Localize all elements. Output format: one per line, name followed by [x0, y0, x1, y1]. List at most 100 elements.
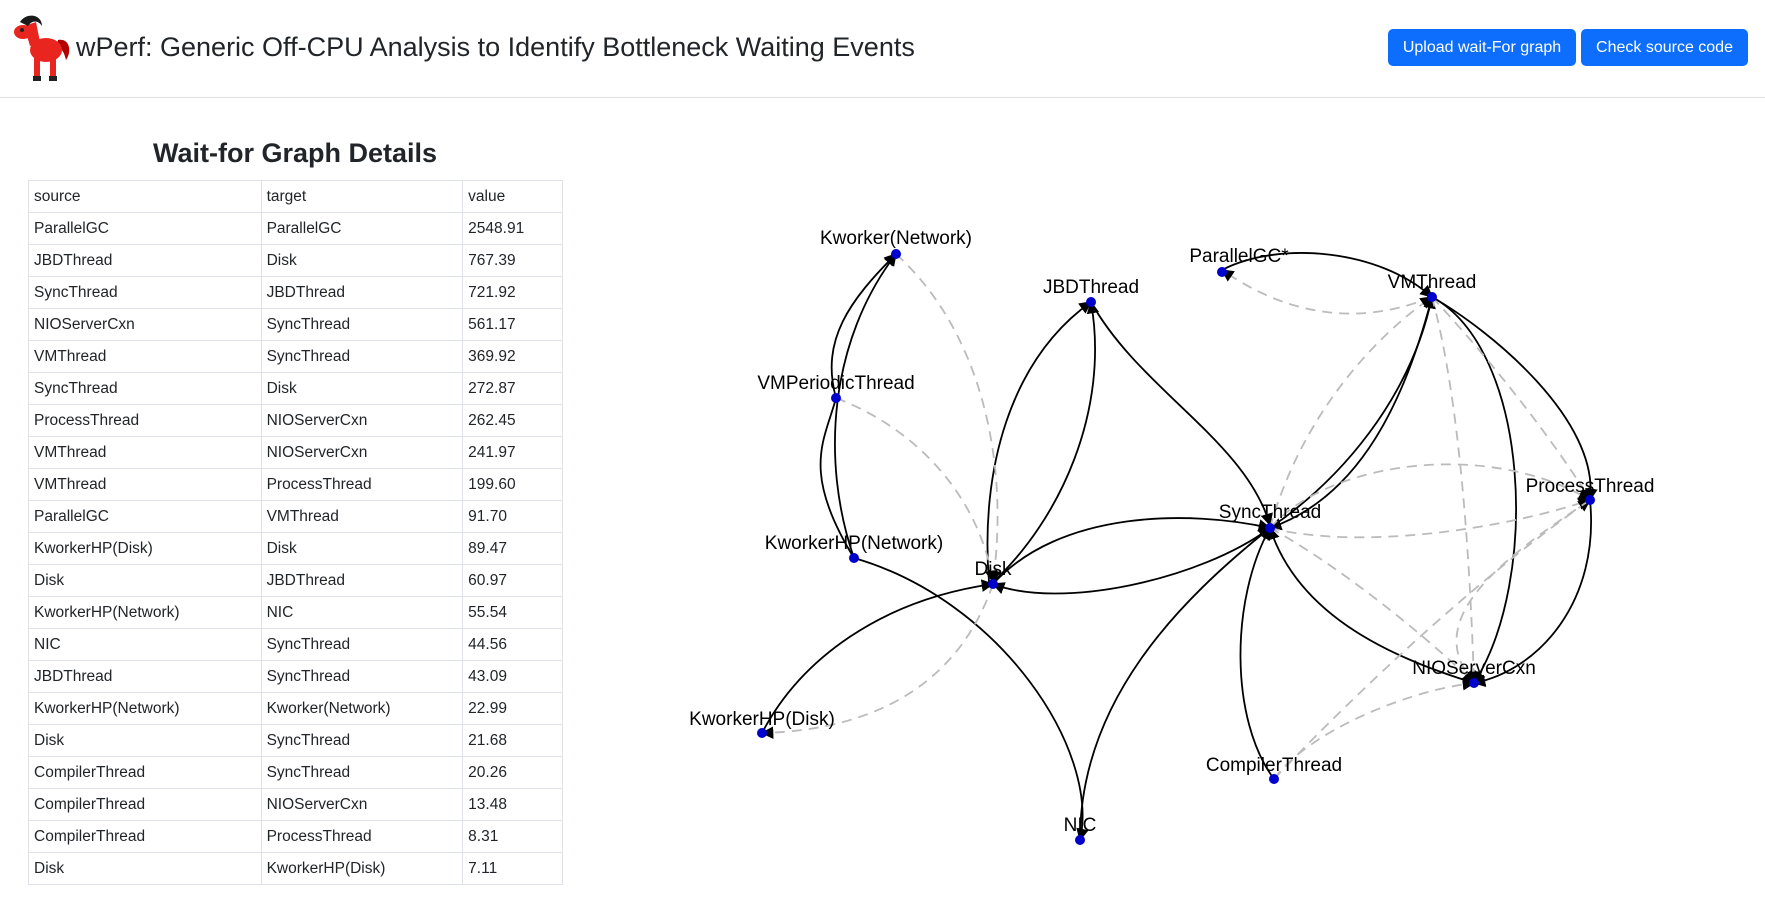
graph-node-label: KworkerHP(Disk) [689, 709, 835, 730]
graph-node[interactable] [1585, 495, 1595, 505]
graph-node[interactable] [1265, 523, 1275, 533]
value-cell: 89.47 [462, 532, 563, 565]
graph-node[interactable] [831, 393, 841, 403]
graph-edge [1221, 252, 1433, 298]
graph-node[interactable] [891, 249, 901, 259]
graph-node[interactable] [757, 728, 767, 738]
app-title: wPerf: Generic Off-CPU Analysis to Ident… [76, 32, 915, 62]
column-header: source [28, 180, 262, 213]
graph-edge-dashed [1431, 296, 1591, 502]
table-row: NIC SyncThread 44.56 [28, 628, 563, 661]
graph-edge-dashed [1431, 296, 1480, 685]
source-cell: CompilerThread [28, 820, 262, 853]
table-row: NIOServerCxn SyncThread 561.17 [28, 308, 563, 341]
graph-node-label: NIOServerCxn [1412, 658, 1536, 679]
navbar: wPerf: Generic Off-CPU Analysis to Ident… [0, 0, 1765, 98]
value-cell: 21.68 [462, 724, 563, 757]
graph-edge [761, 579, 995, 734]
source-cell: Disk [28, 564, 262, 597]
table-row: VMThread SyncThread 369.92 [28, 340, 563, 373]
target-cell: NIC [260, 596, 464, 629]
value-cell: 199.60 [462, 468, 563, 501]
graph-node-label: KworkerHP(Network) [765, 533, 943, 554]
table-row: Disk JBDThread 60.97 [28, 564, 563, 597]
table-row: VMThread ProcessThread 199.60 [28, 468, 563, 501]
graph-node[interactable] [1086, 297, 1096, 307]
source-cell: ParallelGC [28, 212, 262, 245]
column-header: target [260, 180, 464, 213]
graph-node[interactable] [1217, 267, 1227, 277]
value-cell: 561.17 [462, 308, 563, 341]
value-cell: 241.97 [462, 436, 563, 469]
table-row: SyncThread Disk 272.87 [28, 372, 563, 405]
graph-node-label: JBDThread [1043, 277, 1139, 298]
check-source-code-button[interactable]: Check source code [1581, 29, 1748, 66]
source-cell: CompilerThread [28, 756, 262, 789]
value-cell: 22.99 [462, 692, 563, 725]
graph-edge [992, 300, 1100, 583]
target-cell: SyncThread [260, 756, 464, 789]
target-cell: SyncThread [260, 340, 464, 373]
graph-edge-dashed [1269, 527, 1475, 684]
graph-edge [1268, 296, 1433, 531]
target-cell: ProcessThread [260, 820, 464, 853]
source-cell: SyncThread [28, 276, 262, 309]
graph-node-label: ParallelGC* [1189, 246, 1289, 267]
source-cell: KworkerHP(Disk) [28, 532, 262, 565]
graph-edge [986, 301, 1093, 583]
source-cell: ProcessThread [28, 404, 262, 437]
source-cell: NIOServerCxn [28, 308, 262, 341]
value-cell: 43.09 [462, 660, 563, 693]
graph-edge [992, 517, 1272, 585]
target-cell: NIOServerCxn [260, 436, 464, 469]
graph-edge-dashed [835, 397, 998, 584]
table-row: ParallelGC VMThread 91.70 [28, 500, 563, 533]
graph-node-label: SyncThread [1219, 502, 1321, 523]
target-cell: Disk [260, 244, 464, 277]
target-cell: ProcessThread [260, 468, 464, 501]
source-cell: Disk [28, 852, 262, 885]
target-cell: JBDThread [260, 564, 464, 597]
graph-edge [830, 253, 897, 399]
target-cell: SyncThread [260, 724, 464, 757]
target-cell: NIOServerCxn [260, 788, 464, 821]
source-cell: VMThread [28, 340, 262, 373]
graph-edge-dashed [1269, 497, 1592, 539]
source-cell: VMThread [28, 468, 262, 501]
table-row: JBDThread SyncThread 43.09 [28, 660, 563, 693]
value-cell: 767.39 [462, 244, 563, 277]
table-row: Disk KworkerHP(Disk) 7.11 [28, 852, 563, 885]
graph-node[interactable] [1469, 678, 1479, 688]
table-row: CompilerThread ProcessThread 8.31 [28, 820, 563, 853]
target-cell: SyncThread [260, 308, 464, 341]
target-cell: Disk [260, 372, 464, 405]
pony-logo-icon [14, 15, 70, 81]
graph-node[interactable] [1075, 835, 1085, 845]
value-cell: 91.70 [462, 500, 563, 533]
graph-edge-dashed [1220, 269, 1433, 315]
graph-edge [991, 527, 1271, 595]
graph-node-label: VMThread [1388, 272, 1477, 293]
upload-wait-for-graph-button[interactable]: Upload wait-For graph [1388, 29, 1576, 66]
value-cell: 2548.91 [462, 212, 563, 245]
graph-node[interactable] [988, 579, 998, 589]
source-cell: Disk [28, 724, 262, 757]
graph-edge-dashed [1273, 499, 1592, 780]
graph-edge [819, 397, 855, 559]
graph-edge-dashed [1269, 296, 1434, 529]
graph-node-label: CompilerThread [1206, 755, 1342, 776]
graph-node-label: Disk [975, 559, 1012, 580]
table-header-row: source target value [28, 180, 563, 213]
graph-node[interactable] [849, 553, 859, 563]
value-cell: 20.26 [462, 756, 563, 789]
source-cell: KworkerHP(Network) [28, 596, 262, 629]
graph-node[interactable] [1269, 774, 1279, 784]
value-cell: 44.56 [462, 628, 563, 661]
table-row: JBDThread Disk 767.39 [28, 244, 563, 277]
graph-edge-dashed [1273, 677, 1476, 780]
wait-for-graph: Kworker(Network) ParallelGC* JBDThread VMTh… [689, 228, 1654, 845]
graph-edge [1267, 526, 1475, 684]
graph-node[interactable] [1427, 292, 1437, 302]
source-cell: SyncThread [28, 372, 262, 405]
table-row: KworkerHP(Network) Kworker(Network) 22.99 [28, 692, 563, 725]
